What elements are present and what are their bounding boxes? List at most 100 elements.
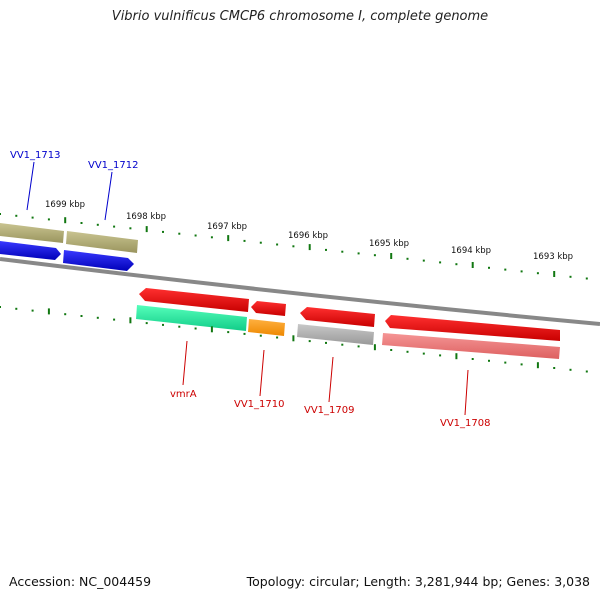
leader-line-vv1-1709 [328, 356, 334, 403]
minor-tick [488, 359, 490, 362]
minor-tick [194, 234, 197, 237]
minor-tick [536, 272, 539, 275]
scale-label: 1699 kbp [45, 200, 85, 210]
minor-tick [373, 254, 376, 257]
minor-tick [488, 266, 490, 269]
minor-tick [406, 257, 409, 260]
minor-tick [31, 216, 34, 219]
minor-tick [292, 245, 295, 248]
minor-tick [553, 367, 556, 369]
major-tick [536, 362, 539, 369]
minor-tick [325, 248, 327, 251]
minor-tick [569, 275, 572, 278]
minor-tick [227, 331, 230, 334]
minor-tick [455, 263, 458, 266]
minor-tick [439, 354, 442, 357]
minor-tick [15, 214, 18, 217]
minor-tick [96, 223, 99, 226]
scale-label: 1698 kbp [126, 212, 166, 222]
scale-label: 1697 kbp [207, 222, 247, 232]
cds-arrow-vv1-1713[interactable] [0, 241, 61, 260]
major-tick [390, 253, 393, 259]
major-tick [145, 226, 148, 233]
chromosome-backbone [0, 257, 600, 326]
minor-tick [422, 352, 425, 355]
feature-green [136, 305, 247, 331]
minor-tick [341, 343, 344, 346]
map-title: Vibrio vulnificus CMCP6 chromosome I, co… [111, 9, 489, 24]
minor-tick [15, 307, 18, 310]
scale-label: 1693 kbp [533, 252, 573, 262]
minor-tick [504, 268, 507, 271]
minor-tick [80, 222, 83, 224]
major-tick [553, 271, 556, 277]
feature-orange [248, 319, 285, 336]
minor-tick [64, 313, 67, 316]
major-tick [210, 326, 213, 333]
minor-tick [178, 232, 181, 235]
minor-tick [357, 345, 360, 348]
feature-pink [382, 333, 560, 359]
minor-tick [162, 323, 164, 326]
minor-tick [113, 225, 116, 228]
minor-tick [390, 349, 393, 351]
minor-tick [308, 340, 311, 343]
scale-label: 1694 kbp [451, 246, 491, 256]
leader-line-vv1-1712 [104, 171, 113, 221]
major-tick [129, 317, 132, 324]
gene-label-vv1-1708[interactable]: VV1_1708 [440, 418, 491, 429]
minor-tick [325, 341, 327, 344]
cds-arrow-vmra[interactable] [139, 288, 249, 312]
leader-line-vv1-1713 [26, 161, 35, 211]
upper-scale-ticks [0, 213, 588, 280]
gene-label-vmra[interactable]: vmrA [170, 389, 197, 400]
major-tick [471, 262, 474, 268]
minor-tick [210, 236, 213, 239]
minor-tick [80, 315, 83, 317]
minor-tick [162, 230, 164, 233]
genome-summary-text: Topology: circular; Length: 3,281,944 bp… [246, 574, 590, 589]
gene-label-vv1-1713[interactable]: VV1_1713 [10, 150, 61, 161]
scale-label: 1696 kbp [288, 231, 328, 241]
minor-tick [585, 370, 588, 373]
leader-line-vmra [182, 340, 188, 386]
minor-tick [504, 361, 507, 364]
cds-arrow-vv1-1710[interactable] [251, 301, 286, 316]
leader-line-vv1-1708 [464, 369, 469, 416]
major-tick [47, 308, 50, 315]
major-tick [308, 244, 311, 251]
minor-tick [520, 363, 523, 366]
minor-tick [129, 227, 132, 230]
minor-tick [0, 306, 1, 308]
lower-scale-ticks [0, 306, 588, 373]
minor-tick [96, 316, 99, 319]
minor-tick [0, 213, 1, 215]
feature-grey [297, 324, 374, 345]
minor-tick [31, 309, 34, 312]
minor-tick [243, 239, 246, 242]
major-tick [227, 235, 230, 242]
minor-tick [243, 332, 246, 335]
major-tick [373, 344, 376, 351]
gene-label-vv1-1709[interactable]: VV1_1709 [304, 405, 355, 416]
scale-label: 1695 kbp [369, 239, 409, 249]
gene-label-vv1-1710[interactable]: VV1_1710 [234, 399, 285, 410]
minor-tick [406, 350, 409, 353]
minor-tick [194, 327, 197, 330]
gene-label-vv1-1712[interactable]: VV1_1712 [88, 160, 139, 171]
accession-text: Accession: NC_004459 [9, 574, 152, 589]
feature-olive-1 [0, 223, 64, 243]
minor-tick [276, 243, 279, 246]
minor-tick [341, 250, 344, 253]
cds-arrow-vv1-1709[interactable] [300, 307, 375, 327]
minor-tick [357, 252, 360, 255]
cds-arrow-vv1-1708[interactable] [385, 315, 560, 341]
minor-tick [276, 336, 279, 339]
minor-tick [113, 318, 116, 321]
minor-tick [259, 241, 262, 244]
major-tick [292, 335, 295, 342]
minor-tick [47, 218, 50, 221]
cds-arrow-vv1-1712[interactable] [63, 250, 134, 271]
minor-tick [178, 325, 181, 328]
